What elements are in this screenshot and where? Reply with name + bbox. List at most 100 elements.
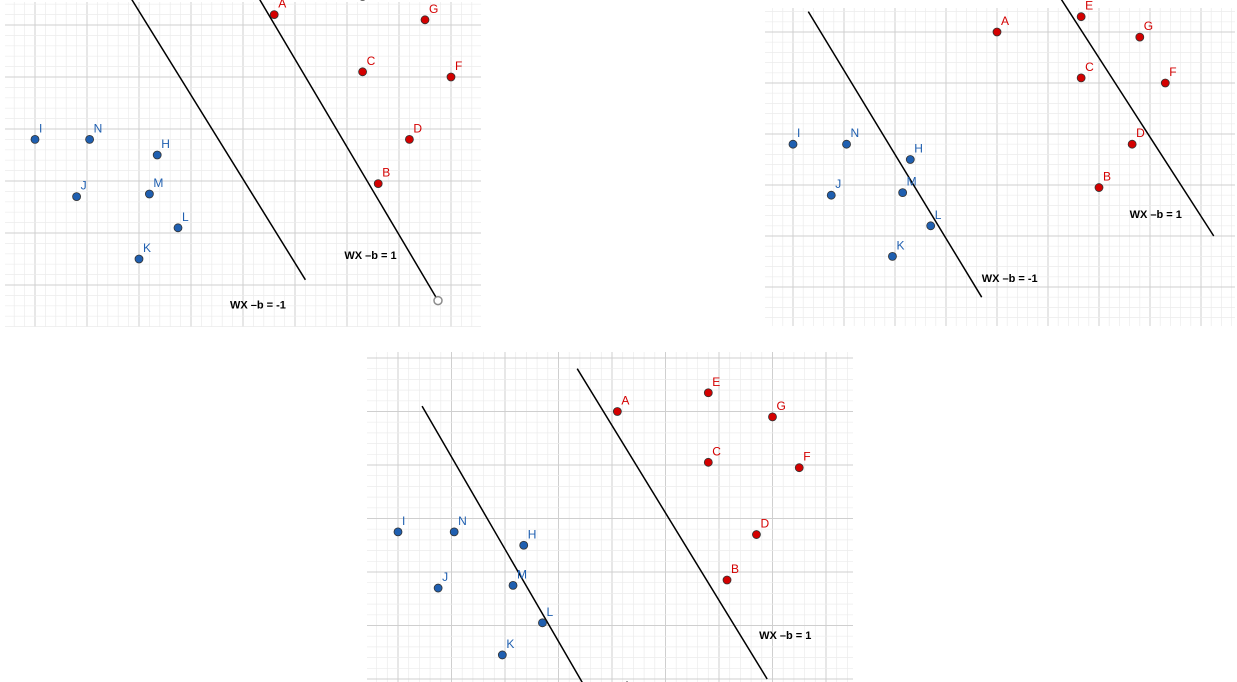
point-label-B: B bbox=[1103, 170, 1111, 184]
point-C[interactable] bbox=[1076, 73, 1086, 83]
point-M[interactable] bbox=[508, 580, 518, 590]
point-A[interactable] bbox=[269, 10, 279, 19]
panel-2: WX –b = 1 WX –b = -1 A E G C F D B I N H J M L K bbox=[765, 0, 1235, 326]
point-I[interactable] bbox=[30, 134, 40, 144]
point-label-M: M bbox=[907, 175, 917, 189]
point-label-D: D bbox=[413, 121, 422, 135]
point-label-K: K bbox=[143, 241, 151, 255]
point-label-A: A bbox=[621, 394, 629, 408]
point-label-L: L bbox=[935, 208, 942, 222]
point-label-C: C bbox=[1085, 60, 1094, 74]
line-equation-label: WX –b = -1 bbox=[230, 299, 286, 311]
point-label-K: K bbox=[896, 238, 904, 252]
plot-3: WX –b = 1 WX –b = -1 A E G C F D B I N H J M L K bbox=[367, 352, 853, 682]
point-D[interactable] bbox=[404, 134, 414, 144]
point-N[interactable] bbox=[842, 139, 851, 149]
line-equation-label: WX –b = -1 bbox=[599, 681, 655, 682]
margin-line-2 bbox=[807, 11, 983, 298]
point-label-L: L bbox=[546, 605, 553, 619]
point-C[interactable] bbox=[703, 457, 713, 467]
point-label-E: E bbox=[1085, 0, 1093, 13]
point-N[interactable] bbox=[85, 134, 94, 144]
point-F[interactable] bbox=[1160, 78, 1170, 88]
point-label-G: G bbox=[429, 2, 438, 16]
point-J[interactable] bbox=[433, 583, 443, 593]
margin-line-1 bbox=[1060, 0, 1215, 237]
point-label-H: H bbox=[161, 137, 170, 151]
grid bbox=[5, 2, 481, 327]
point-label-N: N bbox=[851, 126, 860, 140]
point-L[interactable] bbox=[173, 223, 183, 233]
line-equation-label: WX –b = 1 bbox=[344, 250, 396, 262]
panel-3: WX –b = 1 WX –b = -1 A E G C F D B I N H J M L K bbox=[367, 352, 853, 682]
point-M[interactable] bbox=[144, 189, 154, 199]
point-label-I: I bbox=[402, 514, 405, 528]
line-equation-label: WX –b = -1 bbox=[982, 273, 1038, 285]
point-label-I: I bbox=[797, 126, 800, 140]
point-label-A: A bbox=[1001, 14, 1009, 28]
point-label-B: B bbox=[731, 562, 739, 576]
point-F[interactable] bbox=[446, 72, 456, 82]
point-label-B: B bbox=[382, 166, 390, 180]
point-D[interactable] bbox=[1127, 139, 1137, 149]
point-label-M: M bbox=[517, 567, 527, 581]
point-C[interactable] bbox=[358, 67, 368, 77]
point-label-D: D bbox=[1136, 126, 1145, 140]
point-H[interactable] bbox=[905, 155, 915, 164]
point-K[interactable] bbox=[134, 254, 144, 264]
point-H[interactable] bbox=[152, 150, 162, 160]
point-B[interactable] bbox=[373, 179, 383, 189]
point-label-C: C bbox=[367, 54, 376, 68]
point-label-J: J bbox=[81, 179, 87, 193]
point-J[interactable] bbox=[72, 192, 81, 202]
point-label-J: J bbox=[835, 177, 841, 191]
point-H[interactable] bbox=[519, 540, 529, 550]
grid bbox=[765, 8, 1235, 326]
point-N[interactable] bbox=[449, 527, 459, 537]
point-J[interactable] bbox=[826, 190, 836, 200]
line-handle-2[interactable] bbox=[433, 295, 443, 306]
margin-line-1 bbox=[259, 0, 439, 301]
point-L[interactable] bbox=[926, 221, 936, 231]
point-label-G: G bbox=[777, 399, 786, 413]
point-B[interactable] bbox=[1094, 183, 1104, 192]
point-F[interactable] bbox=[794, 463, 804, 473]
point-label-C: C bbox=[712, 444, 721, 458]
line-equation-label: WX –b = 1 bbox=[1130, 209, 1182, 221]
point-label-K: K bbox=[506, 637, 514, 651]
margin-line-2 bbox=[421, 405, 583, 682]
grid bbox=[367, 352, 853, 682]
point-A[interactable] bbox=[612, 407, 622, 416]
point-G[interactable] bbox=[1135, 32, 1145, 42]
plot-2: WX –b = 1 WX –b = -1 A E G C F D B I N H J M L K bbox=[765, 0, 1235, 326]
point-G[interactable] bbox=[768, 412, 777, 422]
point-label-F: F bbox=[455, 59, 462, 73]
point-label-H: H bbox=[528, 527, 537, 541]
point-D[interactable] bbox=[752, 530, 761, 539]
point-label-G: G bbox=[1144, 19, 1153, 33]
margin-line-2 bbox=[131, 0, 307, 281]
point-label-L: L bbox=[182, 210, 189, 224]
point-E[interactable] bbox=[1076, 12, 1086, 22]
point-label-D: D bbox=[760, 517, 769, 531]
point-label-F: F bbox=[1169, 65, 1176, 79]
point-label-N: N bbox=[458, 514, 467, 528]
point-label-F: F bbox=[803, 450, 810, 464]
point-L[interactable] bbox=[538, 618, 547, 628]
point-I[interactable] bbox=[393, 527, 403, 537]
point-B[interactable] bbox=[722, 575, 732, 585]
point-label-J: J bbox=[442, 570, 448, 584]
point-K[interactable] bbox=[888, 251, 897, 261]
point-E[interactable] bbox=[703, 388, 713, 398]
point-A[interactable] bbox=[992, 27, 1002, 37]
point-G[interactable] bbox=[420, 15, 430, 25]
point-K[interactable] bbox=[497, 650, 507, 660]
point-label-I: I bbox=[39, 121, 42, 135]
point-label-E: E bbox=[712, 375, 720, 389]
point-label-M: M bbox=[153, 176, 163, 190]
point-M[interactable] bbox=[898, 188, 908, 198]
point-I[interactable] bbox=[788, 139, 798, 149]
point-label-H: H bbox=[914, 142, 923, 156]
